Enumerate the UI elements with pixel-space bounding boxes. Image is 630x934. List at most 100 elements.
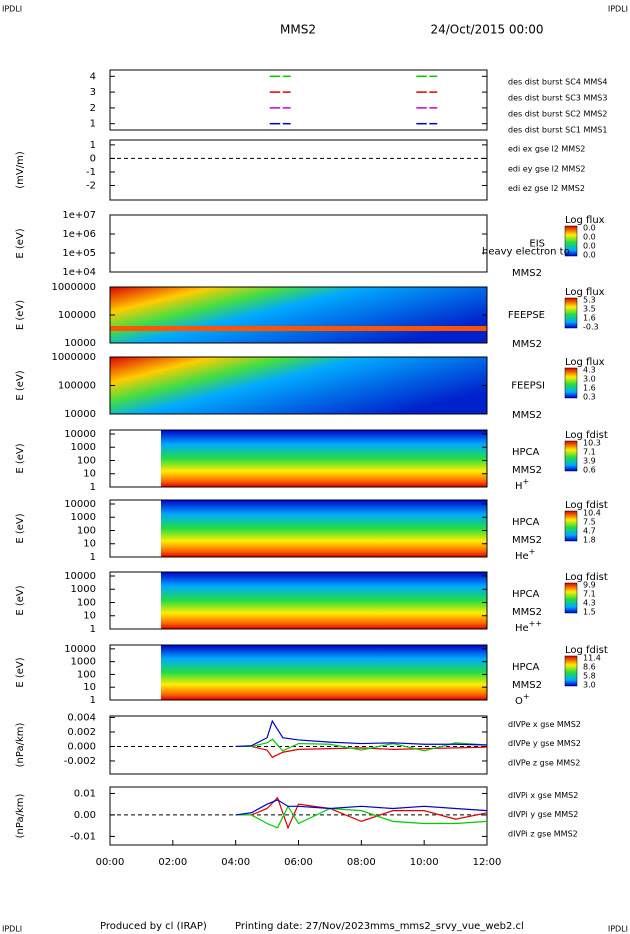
instrument-label: HPCA	[512, 589, 540, 600]
spectrogram-image	[161, 500, 487, 557]
x-tick-label: 00:00	[96, 857, 125, 868]
y-tick-label: 10000	[64, 499, 96, 510]
series-line	[235, 799, 488, 816]
y-axis-label: E (eV)	[15, 228, 26, 258]
colorbar-tick-label: 11.4	[583, 654, 601, 663]
series-line	[235, 719, 488, 748]
panel-frame	[109, 715, 488, 775]
colorbar-title: Log fdist	[565, 430, 608, 441]
y-tick-label: 0.01	[74, 788, 96, 799]
series-line	[235, 805, 488, 829]
colorbar-title: Log fdist	[565, 645, 608, 656]
colorbar-title: Log fdist	[565, 500, 608, 511]
y-tick-label: 1000	[71, 584, 96, 595]
note: heavy electron to	[482, 247, 570, 258]
y-tick-label: 1	[90, 695, 96, 706]
colorbar	[564, 510, 578, 542]
y-tick-label: 10	[83, 611, 96, 622]
y-tick-label: 1	[90, 119, 96, 130]
y-tick-label: 10	[83, 469, 96, 480]
colorbar-tick-label: 5.3	[583, 296, 596, 305]
corner-mark: IPDLI	[2, 925, 22, 934]
colorbar-tick-label: 0.3	[583, 393, 596, 402]
spectrogram-image	[161, 645, 487, 700]
legend-label: dIVPe y gse MMS2	[508, 739, 581, 748]
probe-label: MMS2	[512, 339, 542, 350]
instrument-label: HPCA	[512, 447, 540, 458]
y-axis-label: (nPa/km)	[15, 794, 26, 839]
colorbar-tick-label: 7.5	[583, 518, 596, 527]
y-tick-label: 100	[77, 597, 96, 608]
date: 24/Oct/2015 00:00	[430, 23, 543, 37]
y-tick-label: -0.01	[70, 831, 96, 842]
y-tick-label: 10000	[64, 429, 96, 440]
legend-label: des dist burst SC2 MMS2	[508, 110, 607, 119]
colorbar-tick-label: 0.0	[583, 224, 596, 233]
colorbar-title: Log flux	[565, 357, 605, 368]
y-axis-label: (mV/m)	[15, 151, 26, 189]
footer-text: Produced by cl (IRAP)	[100, 921, 207, 932]
colorbar-tick-label: 4.3	[583, 366, 596, 375]
y-tick-label: -2	[86, 181, 96, 192]
species-label: H+	[515, 477, 529, 493]
charge: +	[529, 547, 536, 556]
y-axis-label: E (eV)	[15, 657, 26, 687]
spectrogram-image	[161, 430, 487, 487]
colorbar-tick-label: 4.7	[583, 527, 596, 536]
legend-label: edi ez gse l2 MMS2	[508, 184, 585, 193]
probe-label: MMS2	[512, 607, 542, 618]
colorbar	[564, 655, 578, 687]
colorbar-tick-label: 1.6	[583, 384, 596, 393]
colorbar	[564, 367, 578, 399]
x-tick-label: 12:00	[473, 857, 502, 868]
charge: ++	[529, 619, 542, 628]
colorbar-tick-label: 0.0	[583, 242, 596, 251]
footer-text: mms_mms2_srvy_vue_web2.cl	[370, 921, 524, 932]
species-label: He+	[515, 547, 535, 563]
probe-label: MMS2	[512, 410, 542, 421]
colorbar-tick-label: 8.6	[583, 663, 596, 672]
panel-frame	[109, 69, 488, 131]
legend-label: edi ex gse l2 MMS2	[508, 145, 585, 154]
charge: +	[523, 692, 530, 701]
legend-label: edi ey gse l2 MMS2	[508, 164, 586, 173]
y-tick-label: 3	[90, 87, 96, 98]
panel-frame	[109, 644, 488, 701]
colorbar-tick-label: 4.3	[583, 599, 596, 608]
y-tick-label: 1	[90, 552, 96, 563]
footer-text: Printing date: 27/Nov/2023	[235, 921, 370, 932]
legend-label: dIVPi y gse MMS2	[508, 810, 578, 819]
y-tick-label: 100	[77, 525, 96, 536]
legend-label: des dist burst SC3 MMS3	[508, 94, 607, 103]
y-tick-label: 10000	[64, 571, 96, 582]
colorbar-tick-label: 1.5	[583, 608, 596, 617]
y-tick-label: 100	[77, 455, 96, 466]
spectrogram-band	[110, 326, 487, 331]
legend-label: dIVPi z gse MMS2	[508, 829, 578, 838]
colorbar-tick-label: 1.8	[583, 536, 596, 545]
panel-frame	[109, 139, 488, 201]
colorbar-tick-label: -0.3	[583, 323, 599, 332]
y-tick-label: 1e+05	[62, 248, 96, 259]
y-tick-label: 0.004	[67, 712, 96, 723]
colorbar-tick-label: 5.8	[583, 672, 596, 681]
y-tick-label: 0	[90, 153, 96, 164]
corner-mark: IPDLI	[608, 925, 628, 934]
legend-label: dIVPe z gse MMS2	[508, 758, 580, 767]
y-tick-label: 4	[90, 71, 96, 82]
colorbar-tick-label: 3.0	[583, 681, 596, 690]
y-tick-label: 0.002	[67, 727, 96, 738]
x-tick-label: 06:00	[284, 857, 313, 868]
colorbar	[564, 440, 578, 472]
colorbar-tick-label: 0.0	[583, 251, 596, 260]
mission: MMS2	[280, 23, 316, 37]
series-line	[235, 745, 488, 759]
panel-frame	[109, 429, 488, 488]
probe-label: MMS2	[512, 465, 542, 476]
panel-frame	[109, 786, 488, 846]
legend-label: des dist burst SC4 MMS4	[508, 78, 607, 87]
y-axis-label: E (eV)	[15, 300, 26, 330]
y-tick-label: 1	[90, 624, 96, 635]
legend-label: dIVPe x gse MMS2	[508, 720, 581, 729]
